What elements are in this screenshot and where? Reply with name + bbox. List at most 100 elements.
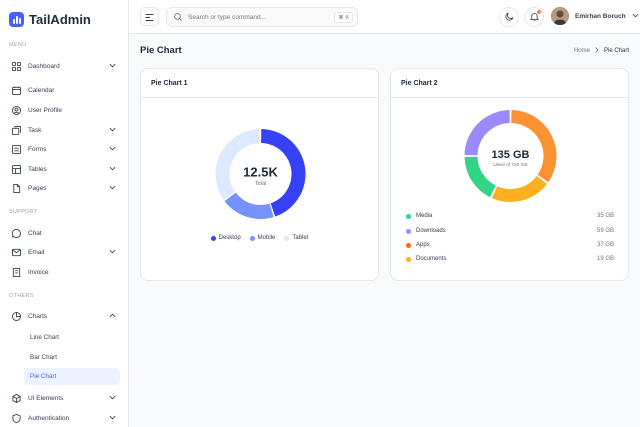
legend-dot (210, 235, 216, 241)
legend-dot (284, 235, 290, 241)
legend-row-apps: Apps 37 GB (406, 242, 614, 248)
chevron-up-icon (109, 313, 116, 320)
sidebar-item-pages[interactable]: Pages (9, 180, 120, 196)
legend-row-media: Media 35 GB (406, 213, 614, 219)
legend-value: 19 GB (596, 256, 614, 262)
sidebar-item-forms[interactable]: Forms (9, 141, 120, 157)
sidebar-item-label: Calendar (28, 86, 55, 94)
pie-chart-1-card: Pie Chart 1 12.5K Total Desktop Mobile Ta… (140, 68, 379, 281)
sidebar-item-tables[interactable]: Tables (9, 161, 120, 177)
logo-text: TailAdmin (29, 12, 91, 27)
avatar (551, 7, 569, 25)
breadcrumb: Home Pie Chart (574, 47, 629, 55)
legend-label: Downloads (416, 228, 446, 234)
card-title: Pie Chart 2 (391, 69, 628, 98)
sidebar-item-authentication[interactable]: Authentication (9, 410, 120, 426)
pie-slice-documents[interactable] (464, 110, 510, 156)
sidebar-item-task[interactable]: Task (9, 122, 120, 138)
calendar-icon (9, 85, 23, 95)
sidebar-item-label: Chat (28, 229, 42, 237)
sidebar-item-label: Charts (28, 312, 48, 320)
sidebar-item-chat[interactable]: Chat (9, 225, 120, 241)
chevron-down-icon (109, 146, 116, 153)
legend-value: 35 GB (596, 213, 614, 219)
sidebar-item-user-profile[interactable]: User Profile (9, 102, 120, 118)
pie-slice-desktop[interactable] (261, 129, 306, 217)
page-title: Pie Chart (140, 45, 182, 56)
search-input[interactable] (188, 13, 328, 21)
chart-center-label: Used of 720 GB (493, 162, 527, 168)
sidebar-item-label: Dashboard (28, 62, 60, 70)
header: ⌘ K Emirhan Boruch (129, 0, 640, 34)
sidebar-item-label: Pages (28, 184, 47, 192)
sidebar-item-calendar[interactable]: Calendar (9, 82, 120, 98)
chart-center-label: Total (255, 181, 267, 187)
sidebar-toggle-button[interactable] (140, 7, 159, 26)
sidebar-item-label: Forms (28, 145, 47, 153)
pie-slice-downloads[interactable] (464, 156, 496, 198)
sidebar-item-charts[interactable]: Charts (9, 308, 120, 324)
legend-item-tablet[interactable]: Tablet (284, 235, 308, 241)
sidebar-subitem-line-chart[interactable]: Line Chart (30, 334, 60, 341)
sidebar-item-label: Task (28, 126, 42, 134)
chevron-down-icon (109, 63, 116, 70)
sidebar-item-ui-elements[interactable]: UI Elements (9, 390, 120, 406)
shortcut-badge: ⌘ K (334, 12, 353, 23)
chart-center-value: 12.5K (243, 165, 278, 180)
legend-item-desktop[interactable]: Desktop (210, 235, 241, 241)
sidebar-item-label: User Profile (28, 106, 62, 114)
sidebar-item-label: Tables (28, 165, 47, 173)
chevron-right-icon (595, 47, 599, 55)
moon-icon (504, 8, 514, 26)
chevron-down-icon (632, 13, 639, 20)
sidebar-item-invoice[interactable]: Invoice (9, 264, 120, 280)
legend-dot (249, 235, 255, 241)
legend-dot (406, 228, 411, 234)
breadcrumb-home[interactable]: Home (573, 48, 590, 54)
sidebar: TailAdmin MENU Dashboard Calendar User P… (0, 0, 129, 427)
sidebar-subitem-pie-chart[interactable]: Pie Chart (24, 368, 120, 385)
logo-icon (9, 12, 24, 27)
sidebar-item-label: Authentication (28, 414, 70, 422)
sidebar-subitem-bar-chart[interactable]: Bar Chart (30, 354, 57, 361)
section-support: SUPPORT (9, 209, 38, 215)
chevron-down-icon (109, 415, 116, 422)
pie-chart-2-card: Pie Chart 2 135 GB Used of 720 GB Media 35… (390, 68, 629, 281)
sidebar-item-label: Invoice (28, 268, 49, 276)
sidebar-item-label: UI Elements (28, 394, 64, 402)
section-menu: MENU (9, 42, 27, 48)
chevron-down-icon (109, 395, 116, 402)
legend-item-mobile[interactable]: Mobile (249, 235, 275, 241)
legend-label: Desktop (218, 235, 241, 241)
legend-dot (406, 213, 411, 219)
notifications-button[interactable] (524, 7, 544, 27)
legend-label: Tablet (292, 235, 309, 241)
cube-icon (9, 393, 23, 403)
user-name: Emirhan Boruch (575, 12, 626, 20)
shield-icon (9, 413, 23, 423)
section-others: OTHERS (9, 293, 34, 299)
pie-slice-tablet[interactable] (215, 129, 260, 200)
breadcrumb-current: Pie Chart (603, 48, 629, 54)
sidebar-item-dashboard[interactable]: Dashboard (9, 58, 120, 74)
legend-label: Media (416, 213, 433, 219)
user-menu[interactable]: Emirhan Boruch (551, 7, 639, 25)
sidebar-item-email[interactable]: Email (9, 244, 120, 260)
pie-slice-apps[interactable] (491, 175, 548, 202)
legend-dot (406, 256, 411, 262)
search-box[interactable]: ⌘ K (166, 7, 358, 27)
menu-icon (145, 8, 154, 26)
chevron-down-icon (109, 127, 116, 134)
theme-toggle-button[interactable] (499, 7, 519, 27)
notification-dot (537, 10, 541, 14)
task-icon (9, 125, 23, 135)
table-icon (9, 164, 23, 174)
pie-slice-mobile[interactable] (224, 192, 274, 219)
pie-icon (9, 311, 23, 321)
mail-icon (9, 248, 23, 257)
logo[interactable]: TailAdmin (9, 12, 91, 27)
pie-slice-media[interactable] (511, 110, 557, 183)
legend-row-downloads: Downloads 59 GB (406, 228, 614, 234)
